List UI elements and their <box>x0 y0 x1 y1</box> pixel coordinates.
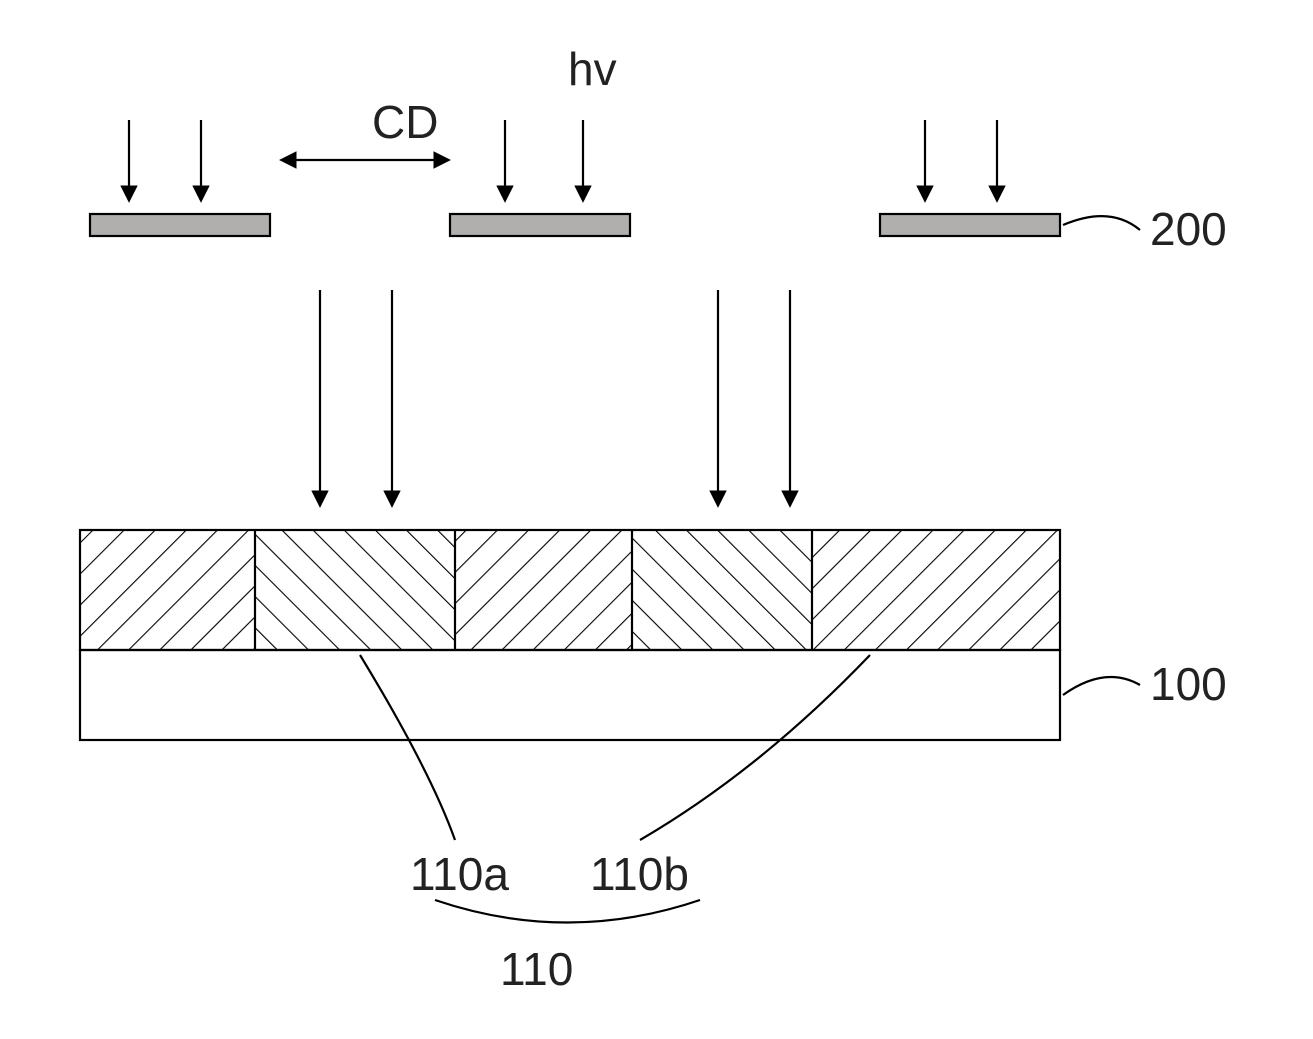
resist-110b <box>812 530 1060 650</box>
label-CD: CD <box>372 96 438 148</box>
label-n110: 110 <box>500 943 573 995</box>
mask-segment <box>450 214 630 236</box>
resist-110b <box>80 530 255 650</box>
substrate-layer <box>80 650 1060 740</box>
diagram-canvas: hv CD 200 100 110a 110b 110 <box>0 0 1313 1039</box>
mask-segment <box>880 214 1060 236</box>
label-n110b: 110b <box>590 848 689 900</box>
label-n100: 100 <box>1150 658 1227 710</box>
resist-110b <box>455 530 632 650</box>
label-n110a: 110a <box>410 848 509 900</box>
leader-200 <box>1063 216 1140 230</box>
brace-110 <box>435 900 700 923</box>
mask-segment <box>90 214 270 236</box>
label-n200: 200 <box>1150 203 1227 255</box>
resist-110a <box>255 530 455 650</box>
resist-110a <box>632 530 812 650</box>
leader-100 <box>1063 677 1140 695</box>
label-hv: hv <box>568 43 617 95</box>
